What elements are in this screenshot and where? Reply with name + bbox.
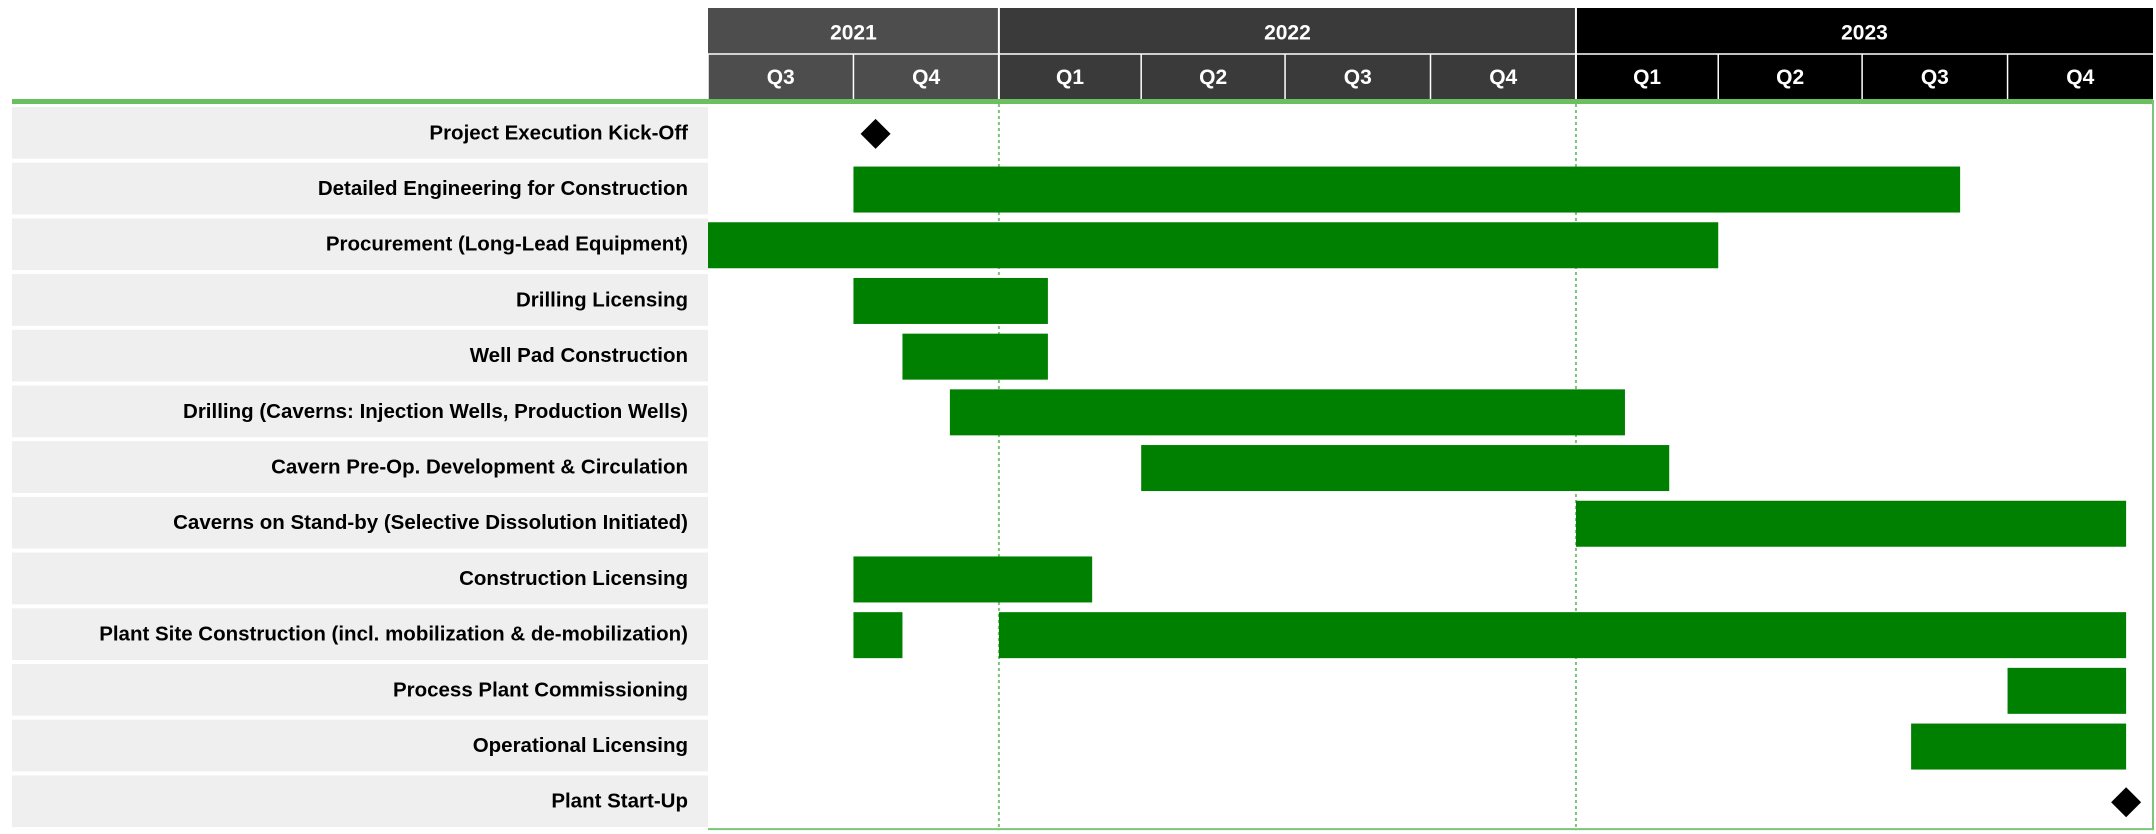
task-bar xyxy=(708,222,1719,269)
year-label: 2021 xyxy=(830,22,877,45)
task-bar xyxy=(1911,723,2127,770)
quarter-header-band xyxy=(1575,54,2153,99)
quarter-label: Q3 xyxy=(1921,66,1949,89)
task-bar xyxy=(853,277,1048,324)
milestone-diamond xyxy=(860,118,891,149)
task-label: Detailed Engineering for Construction xyxy=(318,177,688,200)
task-label-cell xyxy=(12,329,708,382)
task-label-cell xyxy=(12,441,708,493)
quarter-label: Q4 xyxy=(912,66,940,89)
task-label-cell xyxy=(12,218,708,271)
task-bar xyxy=(853,166,1961,213)
year-header-cell xyxy=(708,8,999,54)
task-label: Procurement (Long-Lead Equipment) xyxy=(326,233,688,256)
task-label-cell xyxy=(12,608,708,660)
header-separator xyxy=(12,99,2153,104)
task-label: Drilling (Caverns: Injection Wells, Prod… xyxy=(183,400,688,423)
quarter-label: Q3 xyxy=(1344,66,1372,89)
year-label: 2023 xyxy=(1841,22,1888,45)
task-bar xyxy=(853,612,903,659)
quarter-label: Q1 xyxy=(1633,66,1661,89)
task-label-cell xyxy=(12,664,708,716)
task-label: Process Plant Commissioning xyxy=(393,678,688,701)
year-header-cell xyxy=(998,8,1576,54)
task-label: Caverns on Stand-by (Selective Dissoluti… xyxy=(173,511,688,534)
task-label-cell xyxy=(12,496,708,549)
task-bar xyxy=(853,556,1093,603)
task-bar xyxy=(949,389,1625,436)
task-label-cell xyxy=(12,385,708,438)
task-label: Well Pad Construction xyxy=(470,344,688,367)
task-bar xyxy=(2007,667,2127,714)
quarter-label: Q4 xyxy=(2066,66,2094,89)
year-header-cell xyxy=(1575,8,2153,54)
quarter-label: Q2 xyxy=(1199,66,1227,89)
task-bar xyxy=(998,612,2127,659)
task-bar xyxy=(1141,445,1670,492)
quarter-label: Q3 xyxy=(767,66,795,89)
task-bar xyxy=(1575,500,2127,547)
task-label: Construction Licensing xyxy=(459,567,688,590)
quarter-label: Q1 xyxy=(1056,66,1084,89)
task-label-cell xyxy=(12,775,708,828)
task-label: Drilling Licensing xyxy=(516,288,688,311)
task-label: Project Execution Kick-Off xyxy=(429,121,688,144)
task-label-cell xyxy=(12,162,708,215)
quarter-header-band xyxy=(998,54,1576,99)
task-label-cell xyxy=(12,719,708,772)
task-label: Cavern Pre-Op. Development & Circulation xyxy=(271,455,688,478)
task-label: Operational Licensing xyxy=(473,734,688,757)
year-label: 2022 xyxy=(1264,22,1311,45)
task-label-cell xyxy=(12,552,708,605)
task-bar xyxy=(902,333,1048,380)
task-label-cell xyxy=(12,107,708,159)
quarter-label: Q4 xyxy=(1489,66,1517,89)
quarter-label: Q2 xyxy=(1776,66,1804,89)
task-label: Plant Start-Up xyxy=(551,790,688,813)
task-label: Plant Site Construction (incl. mobilizat… xyxy=(99,623,688,646)
task-label-cell xyxy=(12,274,708,326)
milestone-diamond xyxy=(2111,787,2142,818)
